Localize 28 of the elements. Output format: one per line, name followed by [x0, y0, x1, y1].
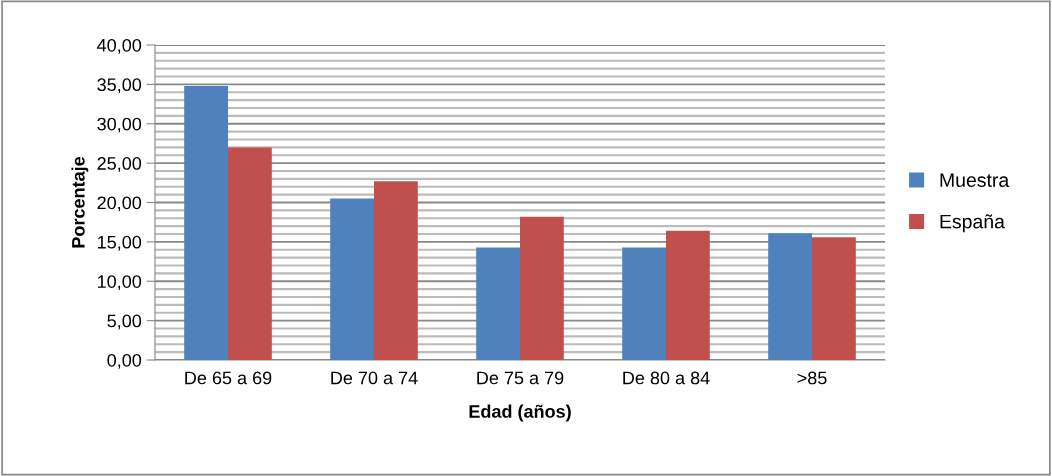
x-axis-title: Edad (años) [469, 404, 571, 422]
bar [184, 85, 228, 360]
bar [228, 147, 272, 360]
x-tick-label: De 65 a 69 [185, 371, 272, 385]
legend-label: España [940, 214, 1005, 233]
bar [812, 237, 856, 360]
y-tick-label: 10,00 [98, 275, 142, 291]
bar [622, 247, 666, 360]
bar [374, 181, 418, 360]
x-tick-label: >85 [797, 371, 827, 385]
y-tick-label: 40,00 [97, 38, 142, 54]
y-axis-title: Porcentaje [71, 156, 89, 248]
bar [666, 230, 710, 360]
y-tick-label: 0,00 [107, 353, 142, 369]
bar [768, 233, 812, 360]
y-tick-label: 15,00 [98, 235, 142, 251]
y-tick-label: 35,00 [97, 78, 142, 94]
bar [330, 198, 374, 360]
x-tick-label: De 80 a 84 [623, 371, 710, 385]
x-tick-label: De 75 a 79 [477, 371, 564, 385]
x-tick-label: De 70 a 74 [331, 371, 418, 385]
bar [520, 216, 564, 360]
bar [476, 247, 520, 360]
legend-label: Muestra [940, 173, 1010, 187]
y-tick-label: 20,00 [97, 196, 142, 212]
y-tick-label: 25,00 [97, 157, 142, 172]
y-tick-label: 30,00 [97, 117, 142, 133]
y-tick-label: 5,00 [107, 314, 142, 330]
